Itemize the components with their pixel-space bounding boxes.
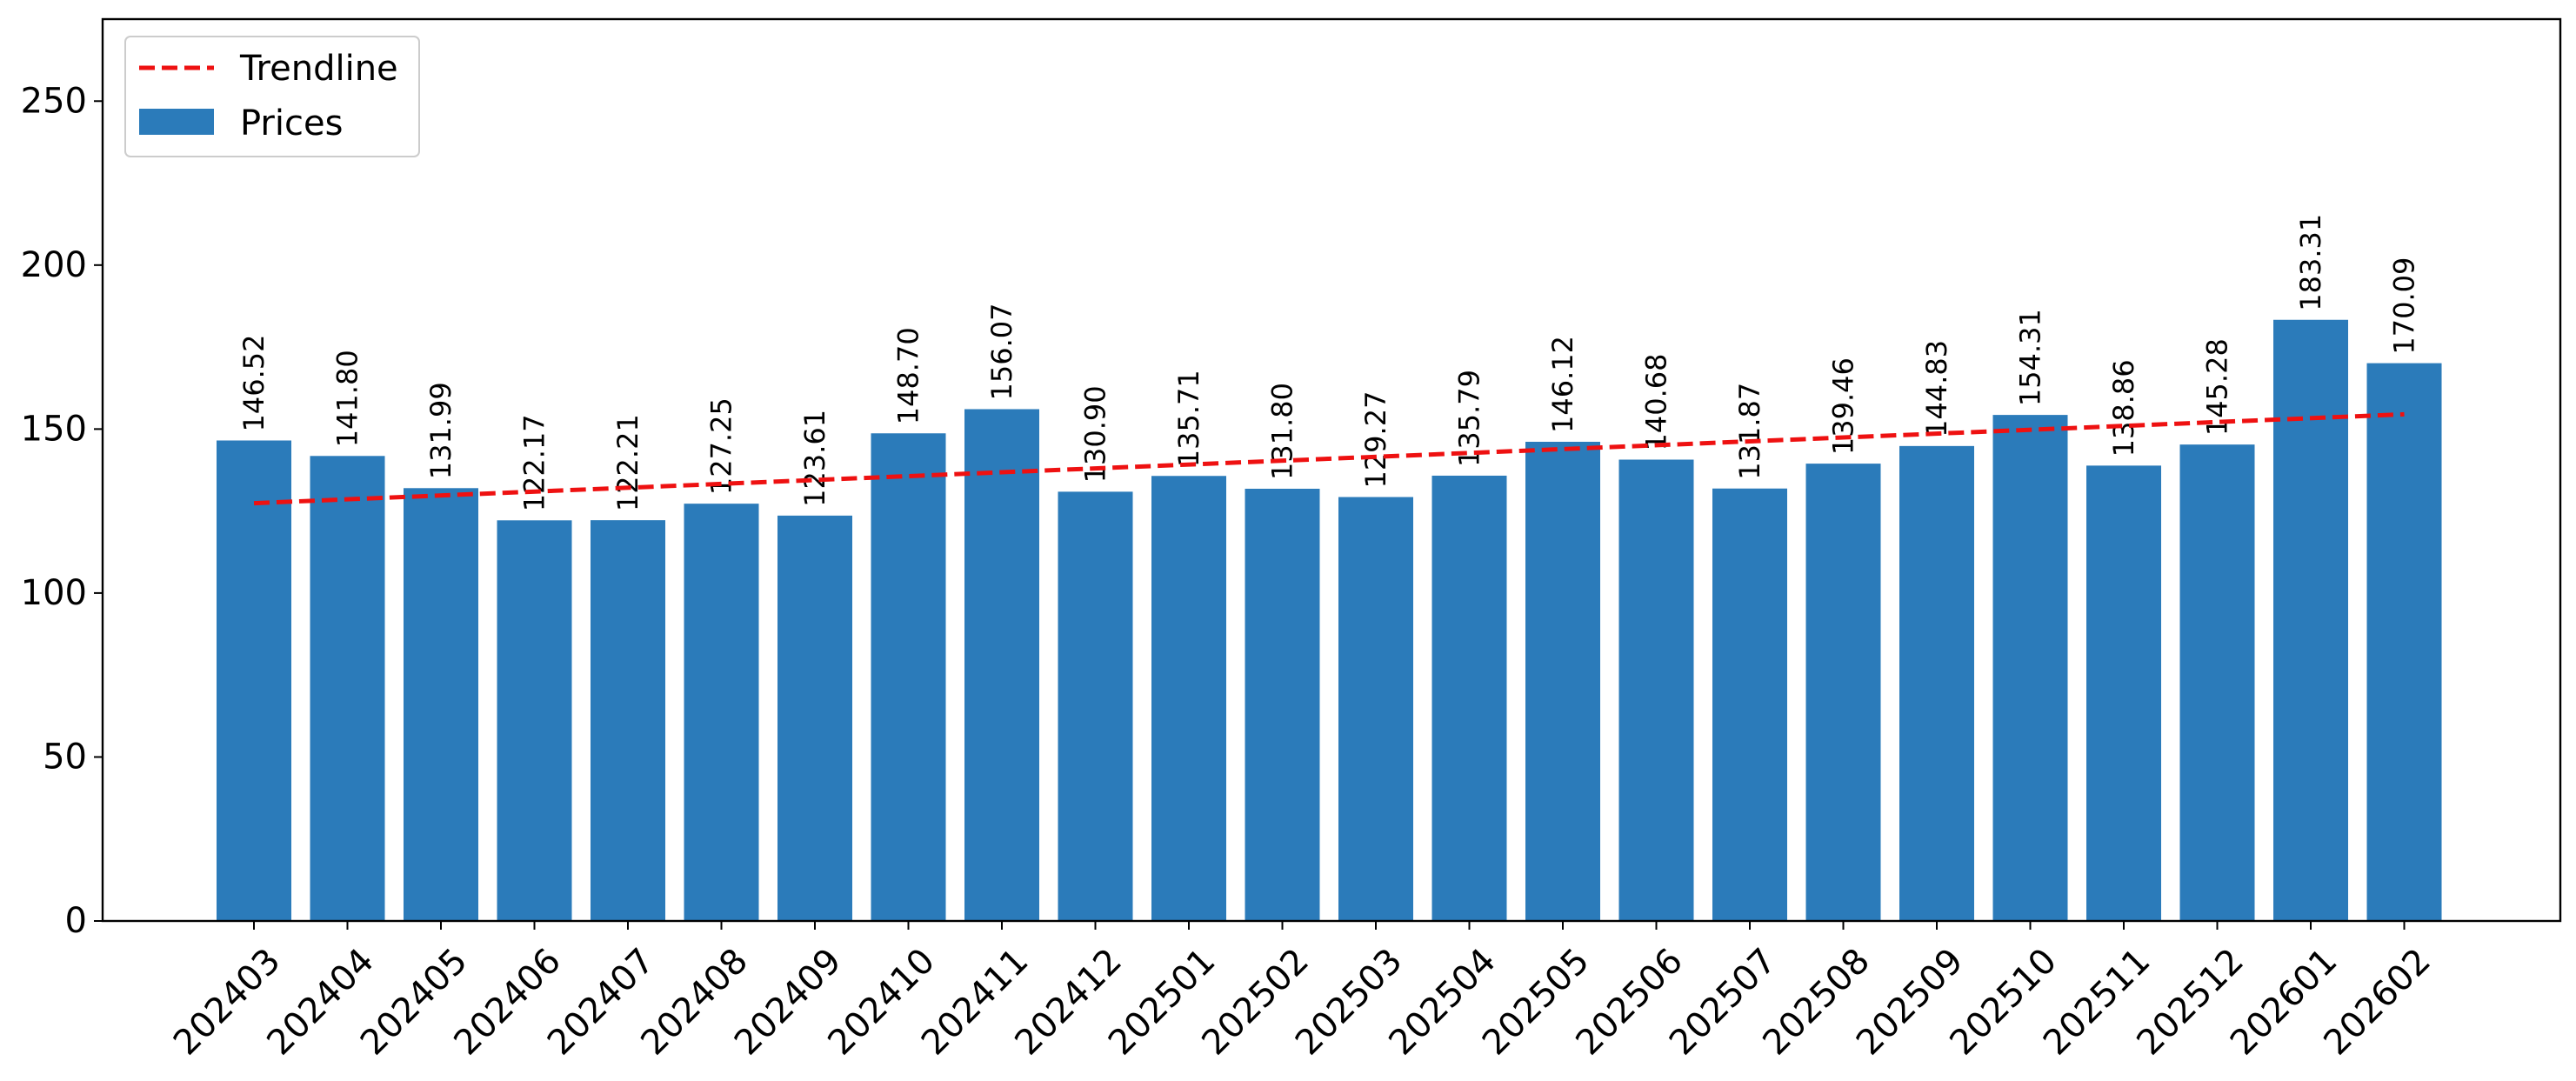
- y-tick-label: 200: [21, 245, 87, 285]
- legend: Trendline Prices: [124, 36, 420, 157]
- legend-prices-label: Prices: [240, 103, 343, 143]
- bar-value-label: 170.09: [2388, 257, 2421, 355]
- bar-value-label: 131.80: [1266, 383, 1299, 480]
- bar-value-label: 122.21: [611, 414, 644, 511]
- bar-value-label: 123.61: [798, 410, 831, 507]
- y-axis-ticks: 0 50 100 150 200 250: [21, 81, 103, 941]
- y-tick-label: 150: [21, 409, 87, 449]
- bar-202512: [2179, 444, 2255, 921]
- bar-202505: [1525, 441, 1600, 921]
- plot-frame: [101, 17, 2562, 923]
- bar-value-label: 156.07: [985, 304, 1018, 401]
- bar-202503: [1338, 497, 1413, 921]
- bar-202409: [777, 515, 852, 921]
- bar-value-label: 154.31: [2014, 309, 2047, 406]
- bar-202504: [1431, 475, 1507, 921]
- bars-group: [217, 319, 2442, 922]
- bar-value-label: 129.27: [1359, 391, 1392, 489]
- bar-202511: [2086, 465, 2161, 921]
- bar-202404: [310, 456, 385, 921]
- bar-202403: [217, 440, 291, 921]
- bar-202410: [871, 433, 946, 921]
- bar-202507: [1712, 488, 1787, 921]
- bar-202510: [1992, 415, 2068, 921]
- bar-value-label: 139.46: [1827, 357, 1860, 455]
- trendline: [253, 411, 2405, 506]
- bar-value-label: 135.71: [1172, 370, 1205, 467]
- bar-value-label: 131.99: [424, 382, 457, 479]
- bar-202508: [1805, 464, 1881, 921]
- bar-value-label: 146.52: [237, 335, 270, 432]
- legend-prices-swatch: [139, 109, 214, 135]
- bar-value-label: 183.31: [2294, 214, 2327, 311]
- bar-202412: [1058, 491, 1133, 921]
- bar-202506: [1618, 459, 1694, 921]
- bar-202502: [1245, 488, 1320, 921]
- y-tick-label: 50: [43, 737, 87, 777]
- y-tick-label: 0: [65, 901, 87, 941]
- bar-202406: [497, 520, 572, 921]
- bar-value-label: 148.70: [892, 327, 925, 424]
- bar-202411: [964, 409, 1039, 921]
- bar-202408: [684, 504, 759, 921]
- legend-trendline-label: Trendline: [239, 49, 398, 89]
- bar-202405: [404, 488, 478, 921]
- bar-value-label: 144.83: [1920, 340, 1953, 437]
- bar-value-label: 138.86: [2107, 359, 2140, 457]
- bar-value-label: 141.80: [331, 350, 364, 447]
- bar-202601: [2273, 319, 2348, 922]
- bar-202509: [1899, 445, 1974, 921]
- bar-202602: [2366, 363, 2442, 921]
- x-axis-ticks: 2024032024042024052024062024072024082024…: [166, 921, 2439, 1063]
- bar-value-label: 131.87: [1733, 383, 1766, 480]
- y-tick-label: 100: [21, 573, 87, 613]
- bar-202407: [591, 520, 665, 921]
- bar-value-label: 122.17: [518, 414, 551, 511]
- bar-value-label: 140.68: [1640, 354, 1673, 451]
- y-tick-label: 250: [21, 81, 87, 121]
- bar-value-label: 127.25: [705, 397, 738, 495]
- bar-value-label: 146.12: [1546, 336, 1579, 433]
- bar-202501: [1151, 476, 1226, 921]
